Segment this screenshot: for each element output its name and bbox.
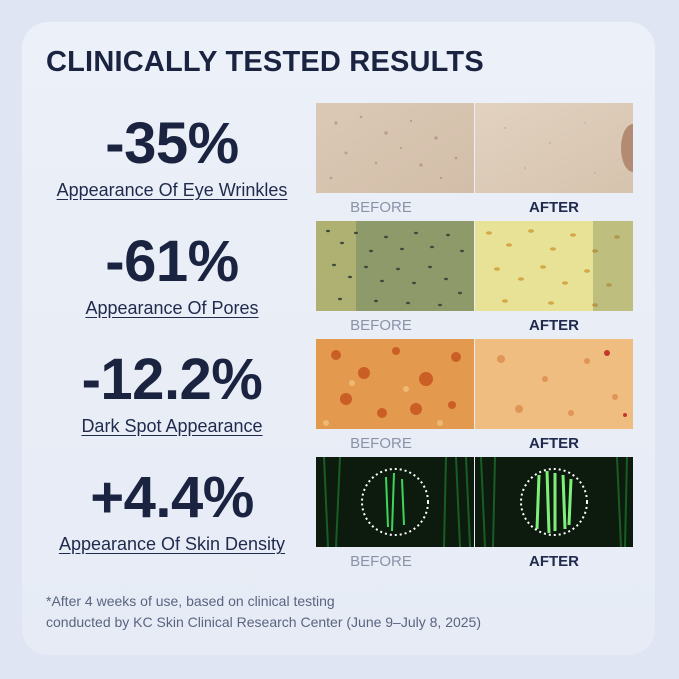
stat-skin-density: +4.4% Appearance Of Skin Density [22, 466, 322, 555]
before-label: BEFORE [350, 435, 412, 452]
before-photo-pores [316, 221, 474, 311]
stat-pores: -61% Appearance Of Pores [22, 230, 322, 319]
after-photo-pores [475, 221, 633, 311]
before-photo-skin-density [316, 457, 474, 547]
before-label: BEFORE [350, 199, 412, 216]
after-photo-eye-wrinkles [475, 103, 633, 193]
after-photo-skin-density [475, 457, 633, 547]
stat-label: Appearance Of Eye Wrinkles [56, 180, 288, 200]
footnote-line-2: conducted by KC Skin Clinical Research C… [46, 614, 482, 630]
stat-label: Dark Spot Appearance [81, 416, 263, 436]
stat-value: -61% [105, 229, 239, 294]
page-title: CLINICALLY TESTED RESULTS [46, 46, 484, 78]
before-photo-eye-wrinkles [316, 103, 474, 193]
after-label: AFTER [529, 199, 579, 216]
after-label: AFTER [529, 435, 579, 452]
stat-value: -35% [105, 111, 239, 176]
footnote-line-1: *After 4 weeks of use, based on clinical… [46, 593, 335, 609]
after-label: AFTER [529, 553, 579, 570]
before-photo-dark-spots [316, 339, 474, 429]
stat-value: +4.4% [90, 465, 254, 530]
stat-label: Appearance Of Skin Density [58, 534, 286, 554]
before-label: BEFORE [350, 553, 412, 570]
stat-label: Appearance Of Pores [85, 298, 259, 318]
stat-eye-wrinkles: -35% Appearance Of Eye Wrinkles [22, 112, 322, 201]
after-label: AFTER [529, 317, 579, 334]
stat-value: -12.2% [81, 347, 263, 412]
after-photo-dark-spots [475, 339, 633, 429]
stat-dark-spots: -12.2% Dark Spot Appearance [22, 348, 322, 437]
before-label: BEFORE [350, 317, 412, 334]
